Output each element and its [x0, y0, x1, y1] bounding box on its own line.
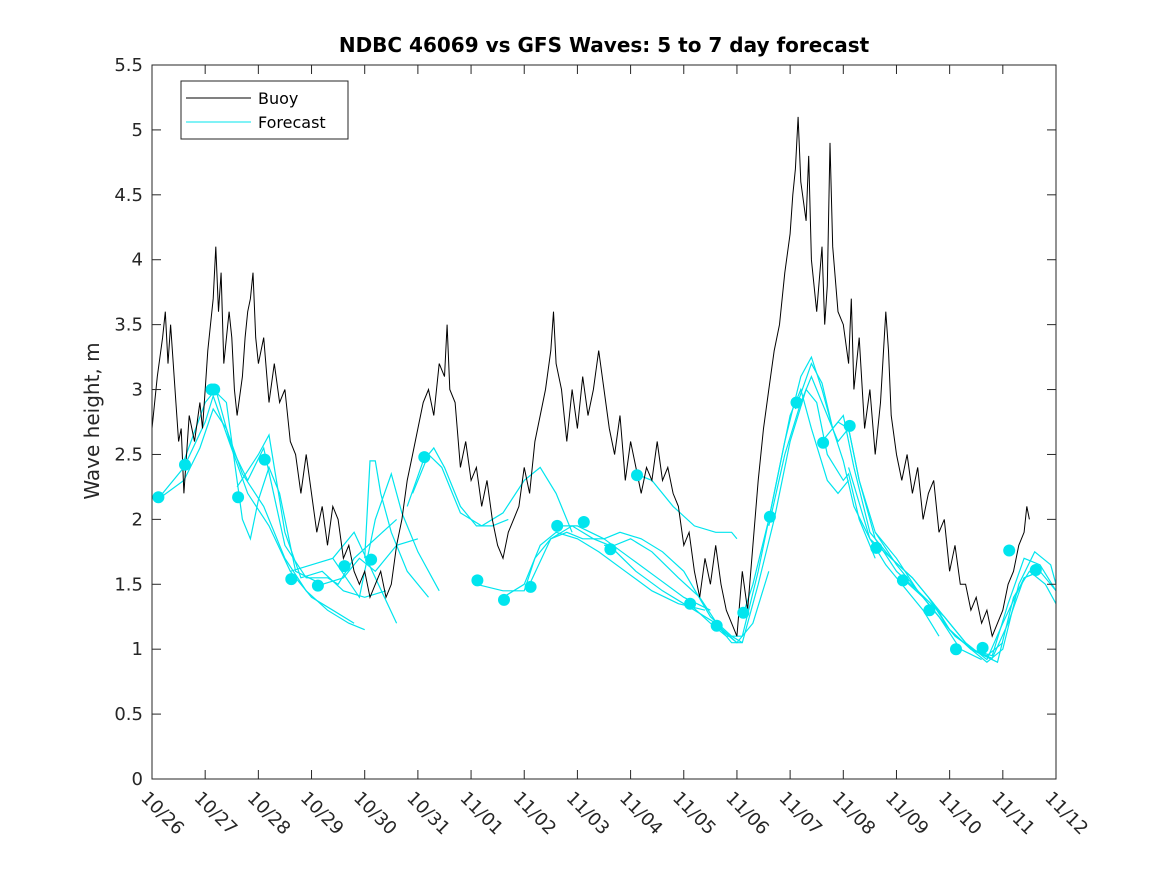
y-tick-label: 1 [132, 639, 143, 660]
y-tick-label: 0 [132, 769, 143, 790]
forecast-line-2 [162, 394, 355, 624]
y-tick-label: 4.5 [114, 185, 143, 206]
forecast-line-1 [156, 407, 365, 631]
y-tick-label: 5.5 [114, 55, 143, 76]
forecast-marker-20 [710, 619, 723, 632]
forecast-marker-27 [896, 574, 909, 587]
forecast-marker-6 [258, 453, 271, 466]
forecast-marker-14 [524, 580, 537, 593]
forecast-marker-4 [208, 383, 221, 396]
forecast-marker-9 [338, 560, 351, 573]
forecast-marker-24 [817, 436, 830, 449]
y-axis-label: Wave height, m [80, 342, 104, 499]
legend-box [180, 80, 349, 140]
forecast-marker-8 [311, 579, 324, 592]
forecast-marker-17 [604, 543, 617, 556]
y-tick-label: 3 [132, 380, 143, 401]
y-tick-label: 3.5 [114, 315, 143, 336]
y-tick-label: 2 [132, 509, 143, 530]
legend-buoy-label: Buoy [258, 89, 298, 108]
forecast-marker-18 [631, 469, 643, 482]
forecast-line-7 [332, 471, 440, 599]
forecast-marker-28 [923, 604, 936, 617]
forecast-marker-25 [843, 419, 856, 432]
legend: Buoy Forecast [180, 80, 349, 140]
forecast-marker-31 [1003, 544, 1016, 557]
forecast-marker-30 [976, 641, 989, 654]
legend-forecast-label: Forecast [258, 113, 326, 132]
forecast-line-12 [502, 531, 706, 611]
forecast-marker-16 [577, 516, 590, 528]
y-tick-label: 4 [132, 250, 143, 271]
forecast-marker-13 [498, 593, 510, 606]
buoy-line [152, 116, 1030, 638]
forecast-marker-2 [179, 458, 191, 471]
forecast-marker-19 [684, 597, 697, 610]
forecast-marker-11 [418, 451, 431, 464]
forecast-marker-7 [285, 573, 298, 586]
forecast-marker-29 [950, 643, 962, 656]
plot-area [152, 65, 1056, 779]
y-tick-label: 5 [132, 120, 143, 141]
forecast-marker-10 [365, 553, 378, 566]
forecast-marker-22 [763, 510, 776, 523]
forecast-marker-15 [551, 519, 564, 532]
forecast-marker-5 [232, 491, 245, 504]
forecast-marker-1 [152, 491, 165, 504]
y-tick-label: 1.5 [114, 574, 143, 595]
forecast-line-8 [364, 460, 429, 598]
forecast-marker-23 [790, 396, 803, 409]
forecast-marker-26 [870, 541, 883, 554]
forecast-line-26 [927, 550, 1056, 663]
plot-series-group [152, 116, 1056, 664]
chart-title: NDBC 46069 vs GFS Waves: 5 to 7 day fore… [339, 33, 870, 57]
forecast-marker-21 [737, 606, 750, 619]
y-tick-label: 0.5 [114, 704, 143, 725]
forecast-line-6 [290, 531, 398, 624]
forecast-marker-12 [471, 574, 484, 587]
y-tick-label: 2.5 [114, 444, 143, 465]
forecast-marker-32 [1029, 564, 1042, 576]
forecast-line-11 [476, 531, 711, 611]
forecast-line-4 [212, 389, 419, 585]
plot-frame [151, 64, 1057, 780]
